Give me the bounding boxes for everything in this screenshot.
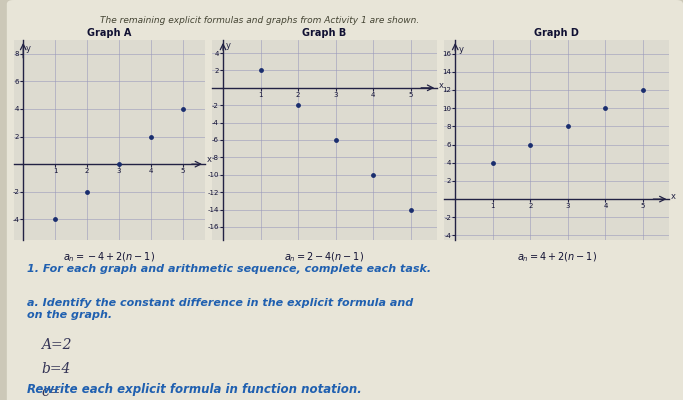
Text: The remaining explicit formulas and graphs from Activity 1 are shown.: The remaining explicit formulas and grap… (100, 16, 419, 25)
Text: y: y (25, 44, 31, 53)
Text: x: x (206, 156, 212, 164)
Title: Graph A: Graph A (87, 28, 131, 38)
Text: y: y (226, 42, 231, 50)
Text: A=2: A=2 (41, 338, 72, 352)
Text: y: y (458, 45, 463, 54)
Title: Graph B: Graph B (303, 28, 346, 38)
Text: Rewrite each explicit formula in function notation.: Rewrite each explicit formula in functio… (27, 383, 362, 396)
Text: c=: c= (41, 385, 60, 399)
Text: x: x (439, 81, 444, 90)
Text: $a_n = 4 + 2(n-1)$: $a_n = 4 + 2(n-1)$ (516, 250, 597, 264)
Text: x: x (671, 192, 676, 201)
Text: b=4: b=4 (41, 362, 70, 376)
Text: $a_n = 2 - 4(n-1)$: $a_n = 2 - 4(n-1)$ (284, 250, 365, 264)
Text: a. Identify the constant difference in the explicit formula and
on the graph.: a. Identify the constant difference in t… (27, 298, 414, 320)
Title: Graph D: Graph D (534, 28, 579, 38)
Text: $a_n = -4 + 2(n-1)$: $a_n = -4 + 2(n-1)$ (64, 250, 155, 264)
Text: 1. For each graph and arithmetic sequence, complete each task.: 1. For each graph and arithmetic sequenc… (27, 264, 432, 274)
